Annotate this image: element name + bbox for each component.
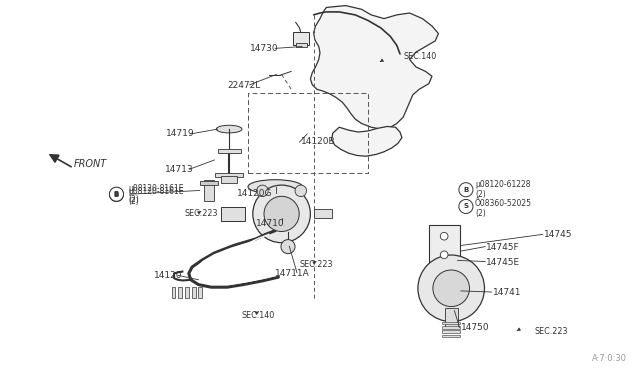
Text: 14120: 14120 (154, 271, 182, 280)
Text: B: B (114, 192, 119, 198)
Polygon shape (310, 6, 438, 129)
FancyBboxPatch shape (178, 287, 182, 298)
Text: 22472L: 22472L (227, 81, 260, 90)
FancyBboxPatch shape (442, 330, 460, 333)
Ellipse shape (216, 125, 242, 133)
Ellipse shape (418, 255, 484, 321)
Text: SEC.140: SEC.140 (242, 311, 275, 320)
Text: 14711A: 14711A (275, 269, 310, 278)
Text: 14710: 14710 (256, 219, 285, 228)
Text: S: S (463, 203, 468, 209)
FancyBboxPatch shape (293, 32, 309, 45)
Text: SEC.223: SEC.223 (300, 260, 333, 269)
Ellipse shape (257, 185, 268, 196)
Ellipse shape (440, 232, 448, 240)
Text: FRONT: FRONT (74, 159, 107, 169)
FancyBboxPatch shape (445, 308, 458, 328)
Text: 14120G: 14120G (237, 189, 272, 198)
Ellipse shape (109, 187, 124, 202)
FancyBboxPatch shape (429, 225, 460, 307)
Ellipse shape (433, 270, 470, 307)
FancyBboxPatch shape (218, 149, 241, 153)
FancyBboxPatch shape (221, 207, 245, 221)
FancyBboxPatch shape (460, 185, 467, 194)
FancyBboxPatch shape (192, 287, 196, 298)
Text: 14745: 14745 (544, 230, 573, 239)
FancyBboxPatch shape (296, 43, 307, 46)
FancyBboxPatch shape (442, 335, 460, 337)
Ellipse shape (109, 187, 124, 201)
Text: 14741: 14741 (493, 288, 522, 296)
Ellipse shape (440, 273, 448, 281)
Text: B: B (114, 191, 119, 197)
Text: 14713: 14713 (165, 165, 194, 174)
Polygon shape (332, 126, 402, 156)
Text: 14730: 14730 (250, 44, 278, 53)
Ellipse shape (440, 251, 448, 259)
FancyBboxPatch shape (215, 173, 243, 177)
Text: SEC.140: SEC.140 (403, 52, 436, 61)
Text: µ08120-8161E
(2): µ08120-8161E (2) (128, 185, 184, 204)
Ellipse shape (440, 296, 448, 303)
Text: SEC.223: SEC.223 (534, 327, 568, 336)
Ellipse shape (264, 196, 300, 231)
FancyBboxPatch shape (172, 287, 175, 298)
FancyBboxPatch shape (198, 287, 202, 298)
Ellipse shape (459, 183, 473, 197)
Text: A·7·0:30: A·7·0:30 (592, 354, 627, 363)
Ellipse shape (459, 199, 473, 214)
FancyBboxPatch shape (314, 209, 332, 218)
Ellipse shape (253, 185, 310, 243)
FancyBboxPatch shape (221, 176, 237, 183)
FancyBboxPatch shape (185, 287, 189, 298)
Ellipse shape (281, 240, 295, 254)
FancyBboxPatch shape (460, 201, 467, 210)
Text: 14719: 14719 (166, 129, 195, 138)
Text: Õ08360-52025
(2): Õ08360-52025 (2) (475, 199, 532, 218)
Text: 14745E: 14745E (486, 258, 520, 267)
FancyBboxPatch shape (442, 322, 460, 324)
Ellipse shape (295, 185, 307, 196)
FancyBboxPatch shape (442, 326, 460, 329)
Text: 14750: 14750 (461, 323, 490, 332)
Text: 14745F: 14745F (486, 243, 520, 252)
FancyBboxPatch shape (204, 180, 214, 201)
FancyBboxPatch shape (200, 181, 218, 185)
Text: 14120B: 14120B (301, 137, 335, 146)
Text: µ08120-8161E
(2): µ08120-8161E (2) (128, 187, 184, 206)
Text: µ08120-61228
(2): µ08120-61228 (2) (475, 180, 531, 199)
Text: B: B (463, 187, 468, 193)
Ellipse shape (248, 180, 302, 194)
Text: SEC.223: SEC.223 (184, 209, 218, 218)
